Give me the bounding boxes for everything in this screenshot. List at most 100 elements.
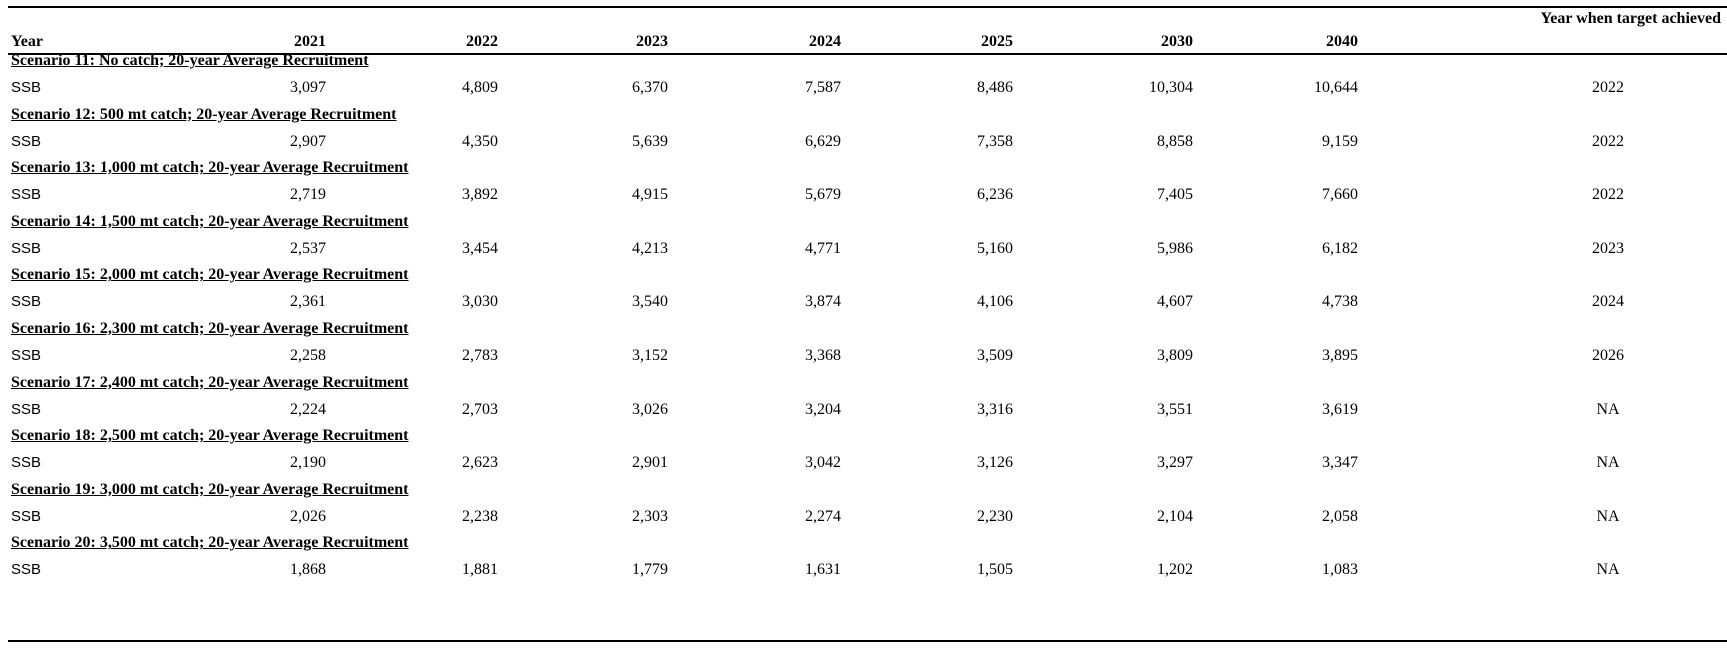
ssb-value-cell: 1,505: [977, 561, 1013, 579]
ssb-value-cell: 2,274: [805, 507, 841, 525]
row-label: SSB: [11, 507, 42, 525]
ssb-value-cell: 3,551: [1157, 400, 1193, 418]
row-label: SSB: [11, 239, 42, 257]
ssb-value-cell: 5,639: [632, 132, 668, 150]
target-year-cell: NA: [1596, 400, 1620, 418]
target-year-cell: NA: [1596, 507, 1620, 525]
header-year-col: 2040: [1326, 33, 1358, 50]
header-year-col: 2024: [809, 33, 841, 50]
target-year-cell: 2022: [1592, 132, 1624, 150]
table-header-rule: [8, 53, 1727, 55]
header-year-col: 2023: [636, 33, 668, 50]
ssb-value-cell: 4,915: [632, 186, 668, 204]
table-row: SSB 1,868 1,881 1,779 1,631 1,505 1,202 1,083 NA: [8, 560, 1727, 580]
table-row: SSB 2,258 2,783 3,152 3,368 3,509 3,809 3,895 20…: [8, 346, 1727, 366]
ssb-value-cell: 4,213: [632, 239, 668, 257]
ssb-value-cell: 3,368: [805, 347, 841, 364]
target-year-cell: 2024: [1592, 293, 1624, 311]
ssb-value-cell: 7,358: [977, 132, 1013, 150]
ssb-value-cell: 4,809: [462, 79, 498, 96]
ssb-value-cell: 1,779: [632, 561, 668, 579]
ssb-value-cell: 2,783: [462, 347, 498, 364]
scenario-title: Scenario 15: 2,000 mt catch; 20-year Ave…: [11, 266, 409, 284]
ssb-value-cell: 3,874: [805, 293, 841, 311]
header-target-label: Year when target achieved: [1540, 10, 1721, 27]
ssb-value-cell: 3,895: [1322, 347, 1358, 364]
ssb-value-cell: 4,771: [805, 239, 841, 257]
ssb-value-cell: 3,509: [977, 347, 1013, 364]
ssb-value-cell: 3,540: [632, 293, 668, 311]
ssb-value-cell: 2,224: [290, 400, 326, 418]
table-row: SSB 3,097 4,809 6,370 7,587 8,486 10,304 10,644…: [8, 78, 1727, 98]
row-label: SSB: [11, 79, 42, 96]
ssb-value-cell: 8,486: [977, 79, 1013, 96]
ssb-value-cell: 7,660: [1322, 186, 1358, 204]
scenario-title: Scenario 16: 2,300 mt catch; 20-year Ave…: [11, 320, 409, 337]
ssb-value-cell: 4,738: [1322, 293, 1358, 311]
ssb-value-cell: 1,083: [1322, 561, 1358, 579]
ssb-value-cell: 2,703: [462, 400, 498, 418]
ssb-value-cell: 2,907: [290, 132, 326, 150]
table-row: SSB 2,190 2,623 2,901 3,042 3,126 3,297 3,347 NA: [8, 453, 1727, 473]
scenario-title: Scenario 18: 2,500 mt catch; 20-year Ave…: [11, 427, 409, 445]
target-year-cell: 2026: [1592, 347, 1624, 364]
table-bottom-rule: [8, 640, 1727, 642]
ssb-value-cell: 3,809: [1157, 347, 1193, 364]
ssb-value-cell: 7,405: [1157, 186, 1193, 204]
table-row: SSB 2,537 3,454 4,213 4,771 5,160 5,986 6,182 20…: [8, 239, 1727, 259]
ssb-value-cell: 3,030: [462, 293, 498, 311]
ssb-value-cell: 3,026: [632, 400, 668, 418]
ssb-value-cell: 6,182: [1322, 239, 1358, 257]
ssb-value-cell: 1,868: [290, 561, 326, 579]
ssb-value-cell: 3,297: [1157, 454, 1193, 472]
table-row: SSB 2,224 2,703 3,026 3,204 3,316 3,551 3,619 NA: [8, 400, 1727, 420]
scenario-title: Scenario 14: 1,500 mt catch; 20-year Ave…: [11, 212, 409, 230]
ssb-value-cell: 8,858: [1157, 132, 1193, 150]
row-label: SSB: [11, 132, 42, 150]
ssb-value-cell: 2,258: [290, 347, 326, 364]
scenario-title: Scenario 13: 1,000 mt catch; 20-year Ave…: [11, 159, 409, 177]
ssb-value-cell: 10,644: [1314, 79, 1358, 96]
ssb-value-cell: 3,126: [977, 454, 1013, 472]
header-year-col: 2022: [466, 33, 498, 50]
table-row: SSB 2,719 3,892 4,915 5,679 6,236 7,405 7,660 20…: [8, 185, 1727, 205]
scenario-title: Scenario 17: 2,400 mt catch; 20-year Ave…: [11, 373, 409, 391]
ssb-value-cell: 5,986: [1157, 239, 1193, 257]
ssb-value-cell: 2,303: [632, 507, 668, 525]
target-year-cell: NA: [1596, 454, 1620, 472]
ssb-value-cell: 2,190: [290, 454, 326, 472]
ssb-value-cell: 2,537: [290, 239, 326, 257]
ssb-value-cell: 6,370: [632, 79, 668, 96]
ssb-value-cell: 1,202: [1157, 561, 1193, 579]
ssb-value-cell: 3,316: [977, 400, 1013, 418]
ssb-value-cell: 5,160: [977, 239, 1013, 257]
row-label: SSB: [11, 454, 42, 472]
ssb-value-cell: 3,152: [632, 347, 668, 364]
ssb-value-cell: 4,106: [977, 293, 1013, 311]
target-year-cell: 2022: [1592, 79, 1624, 96]
ssb-value-cell: 2,361: [290, 293, 326, 311]
scenario-title: Scenario 19: 3,000 mt catch; 20-year Ave…: [11, 480, 409, 498]
ssb-value-cell: 2,230: [977, 507, 1013, 525]
row-label: SSB: [11, 186, 42, 204]
ssb-value-cell: 7,587: [805, 79, 841, 96]
header-year-col: 2021: [294, 33, 326, 50]
table-top-rule: [8, 6, 1727, 8]
ssb-projection-table: Year 2021 2022 2023 2024 2025 2030 2040 …: [8, 6, 1727, 642]
table-header-row: Year 2021 2022 2023 2024 2025 2030 2040 …: [8, 6, 1727, 53]
ssb-value-cell: 2,238: [462, 507, 498, 525]
target-year-cell: NA: [1596, 561, 1620, 579]
ssb-value-cell: 6,236: [977, 186, 1013, 204]
ssb-value-cell: 3,347: [1322, 454, 1358, 472]
header-year-col: 2025: [981, 33, 1013, 50]
table-row: SSB 2,361 3,030 3,540 3,874 4,106 4,607 4,738 20…: [8, 292, 1727, 312]
ssb-value-cell: 2,104: [1157, 507, 1193, 525]
ssb-value-cell: 4,607: [1157, 293, 1193, 311]
ssb-value-cell: 2,058: [1322, 507, 1358, 525]
header-year-col: 2030: [1161, 33, 1193, 50]
ssb-value-cell: 6,629: [805, 132, 841, 150]
ssb-value-cell: 4,350: [462, 132, 498, 150]
ssb-value-cell: 3,619: [1322, 400, 1358, 418]
ssb-value-cell: 5,679: [805, 186, 841, 204]
ssb-value-cell: 3,042: [805, 454, 841, 472]
